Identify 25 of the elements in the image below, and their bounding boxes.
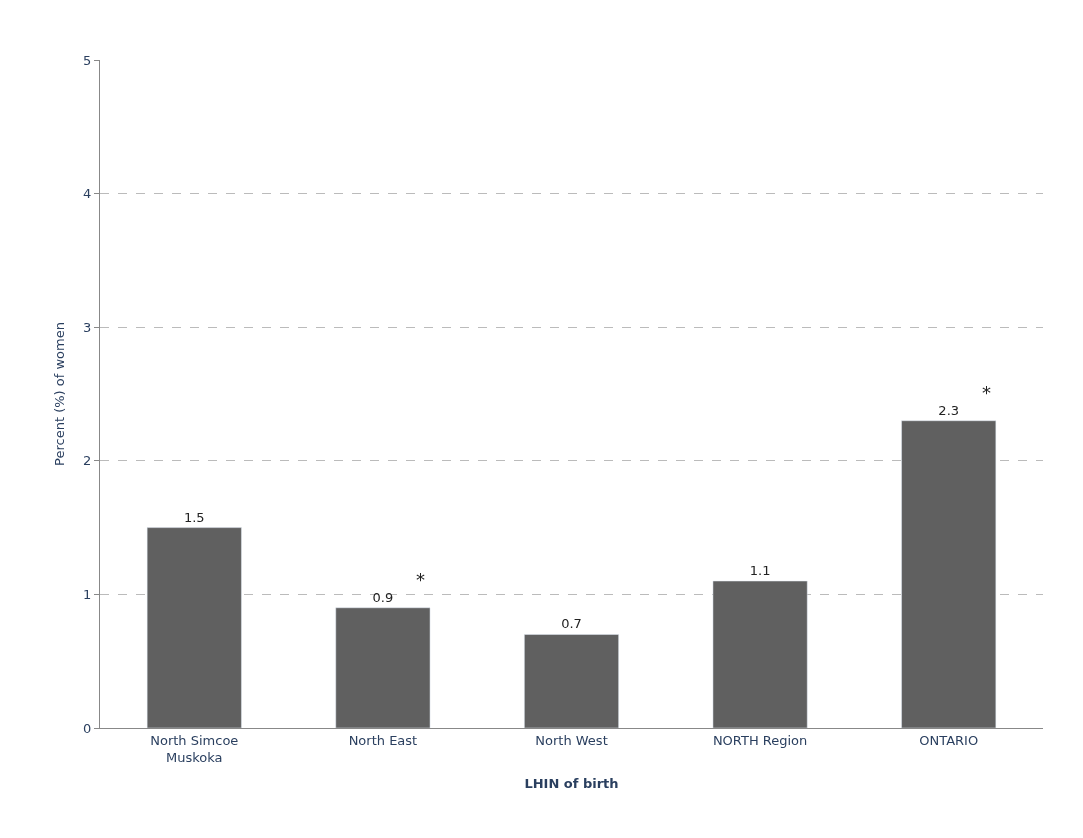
y-tick-label: 0	[83, 720, 92, 736]
y-tick-label: 2	[83, 453, 92, 469]
y-tick-label: 4	[83, 186, 92, 202]
data-label: 1.5	[183, 509, 205, 525]
x-tick-label: NORTH Region	[712, 732, 808, 748]
y-tick-label: 5	[83, 52, 92, 68]
bar	[146, 527, 242, 728]
y-tick-label: 1	[83, 586, 92, 602]
y-axis-title: Percent (%) of women	[52, 322, 68, 466]
x-tick-label: ONTARIO	[919, 732, 979, 748]
bar	[335, 607, 431, 728]
bar	[524, 634, 619, 728]
data-label: 1.1	[749, 563, 771, 579]
x-axis-title: LHIN of birth	[524, 776, 619, 792]
x-tick-label: North Simcoe Muskoka	[150, 732, 239, 765]
data-label: 2.3	[938, 402, 960, 418]
annotation: *	[416, 569, 425, 590]
annotation: *	[982, 382, 991, 403]
data-label: 0.7	[561, 616, 582, 632]
y-tick-label: 3	[83, 319, 92, 335]
x-tick-label: North East	[348, 732, 418, 748]
x-tick-label: North West	[535, 732, 608, 748]
data-label: 0.9	[372, 589, 394, 605]
bar	[712, 580, 808, 728]
bar	[901, 420, 997, 728]
